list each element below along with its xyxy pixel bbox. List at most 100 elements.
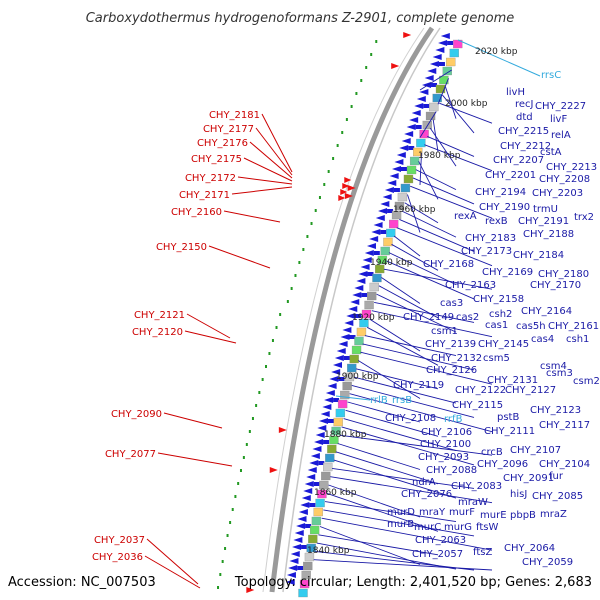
forward-gene-label: CHY_2037 bbox=[94, 535, 145, 546]
reverse-gene-arrow bbox=[334, 355, 344, 361]
cog-block bbox=[383, 237, 393, 247]
reverse-gene-arrow bbox=[285, 579, 295, 585]
reverse-gene-arrow bbox=[338, 341, 348, 347]
reverse-gene-arrow bbox=[380, 201, 390, 207]
kbp-ticks: 2020 kbp 2000 kbp 1980 kbp 1960 kbp 1940… bbox=[307, 47, 518, 556]
reverse-label-connector bbox=[407, 194, 421, 233]
reverse-label-connector bbox=[381, 277, 421, 304]
cog-block bbox=[340, 390, 350, 400]
gc-dot bbox=[332, 157, 335, 160]
reverse-gene-label: murC bbox=[414, 522, 441, 533]
reverse-gene-arrow bbox=[348, 306, 358, 312]
reverse-gene-label: CHY_2184 bbox=[513, 250, 564, 261]
cog-block bbox=[347, 363, 357, 373]
gc-dot bbox=[275, 326, 278, 329]
reverse-gene-label: csm1 bbox=[431, 326, 458, 337]
reverse-label-connector bbox=[391, 243, 439, 271]
gc-dot bbox=[219, 573, 222, 576]
reverse-gene-label: cas4 bbox=[531, 334, 554, 345]
reverse-label-connector bbox=[315, 550, 475, 571]
reverse-gene-label: dtd bbox=[516, 112, 533, 123]
reverse-gene-label: csm2 bbox=[573, 376, 600, 387]
cog-block bbox=[319, 480, 329, 490]
forward-label-connector bbox=[163, 412, 223, 429]
reverse-gene-arrow bbox=[329, 376, 339, 382]
reverse-gene-label: livH bbox=[506, 87, 525, 98]
reverse-label-connector bbox=[353, 376, 457, 404]
gc-dot bbox=[302, 248, 305, 251]
gc-dot bbox=[290, 287, 293, 290]
cog-block bbox=[389, 219, 399, 229]
reverse-gene-arrow bbox=[325, 390, 335, 396]
gc-dot bbox=[365, 66, 368, 69]
reverse-gene-arrow bbox=[378, 208, 388, 214]
kbp-tick: 1860 kbp bbox=[314, 488, 357, 498]
reverse-label-connector bbox=[345, 409, 439, 437]
forward-gene-labels: CHY_2181 CHY_2177 CHY_2176 CHY_2175 CHY_… bbox=[92, 110, 260, 563]
reverse-gene-label: CHY_2108 bbox=[385, 413, 436, 424]
cog-block bbox=[303, 561, 313, 571]
cog-block bbox=[321, 471, 331, 481]
reverse-label-connector bbox=[364, 335, 457, 357]
reverse-gene-label: CHY_2059 bbox=[522, 557, 573, 568]
reverse-gene-label: mraZ bbox=[540, 509, 567, 520]
reverse-gene-label: CHY_2180 bbox=[538, 269, 589, 280]
reverse-strand-features bbox=[285, 33, 454, 585]
reverse-label-connector bbox=[335, 451, 439, 485]
reverse-gene-label: CHY_2188 bbox=[523, 229, 574, 240]
reverse-gene-label: CHY_2119 bbox=[393, 380, 444, 391]
reverse-gene-block bbox=[408, 146, 415, 150]
reverse-gene-label: murE bbox=[480, 510, 507, 521]
reverse-label-connector bbox=[419, 69, 452, 91]
gc-dot bbox=[231, 508, 234, 511]
reverse-gene-label: CHY_2106 bbox=[421, 427, 472, 438]
cog-block bbox=[299, 579, 310, 589]
cog-block bbox=[349, 354, 359, 364]
topology-summary: Topology: circular; Length: 2,401,520 bp… bbox=[234, 575, 592, 590]
reverse-gene-label: CHY_2091 bbox=[503, 473, 554, 484]
gc-dot bbox=[245, 443, 248, 446]
reverse-gene-arrow bbox=[300, 502, 310, 508]
reverse-gene-arrow bbox=[320, 411, 330, 417]
reverse-label-connectors bbox=[313, 39, 541, 571]
kbp-tick: 1920 kbp bbox=[352, 313, 395, 323]
cog-block bbox=[419, 129, 429, 139]
gc-dot bbox=[229, 521, 232, 524]
forward-label-connector bbox=[184, 330, 237, 344]
reverse-gene-label: CHY_2161 bbox=[548, 321, 599, 332]
reverse-label-connector bbox=[351, 384, 475, 418]
reverse-gene-label: cas3 bbox=[440, 298, 463, 309]
reverse-gene-label: CHY_2194 bbox=[475, 187, 526, 198]
reverse-label-connector bbox=[444, 86, 457, 119]
cog-block bbox=[429, 102, 439, 112]
reverse-gene-block bbox=[387, 209, 394, 213]
reverse-label-connector bbox=[374, 301, 475, 323]
reverse-gene-label: CHY_2064 bbox=[504, 543, 555, 554]
gc-dot bbox=[268, 352, 271, 355]
cog-block bbox=[306, 543, 316, 553]
forward-gene-label: CHY_2120 bbox=[132, 327, 183, 338]
gc-dots-track bbox=[217, 40, 378, 589]
reverse-gene-arrow bbox=[356, 278, 366, 284]
reverse-gene-block bbox=[297, 566, 304, 570]
reverse-label-connector bbox=[427, 135, 475, 157]
reverse-gene-label: cas1 bbox=[485, 320, 508, 331]
reverse-gene-arrow bbox=[414, 103, 424, 109]
forward-label-connectors bbox=[144, 113, 293, 589]
reverse-gene-label: csh1 bbox=[566, 334, 589, 345]
reverse-gene-arrow bbox=[389, 173, 399, 179]
reverse-gene-arrow bbox=[315, 432, 325, 438]
reverse-gene-label: CHY_2093 bbox=[418, 452, 469, 463]
reverse-gene-arrow bbox=[298, 509, 308, 515]
forward-label-connector bbox=[249, 141, 293, 179]
kbp-tick: 1940 kbp bbox=[370, 258, 413, 268]
reverse-gene-arrow bbox=[309, 460, 319, 466]
forward-label-connector bbox=[231, 186, 293, 195]
reverse-gene-arrow bbox=[427, 68, 437, 74]
reverse-gene-arrow bbox=[346, 313, 356, 319]
reverse-gene-label: livF bbox=[550, 114, 567, 125]
forward-gene-label: CHY_2175 bbox=[191, 154, 242, 165]
reverse-gene-label: CHY_2132 bbox=[431, 353, 482, 364]
reverse-gene-label: CHY_2117 bbox=[539, 420, 590, 431]
reverse-gene-arrow bbox=[293, 537, 303, 543]
